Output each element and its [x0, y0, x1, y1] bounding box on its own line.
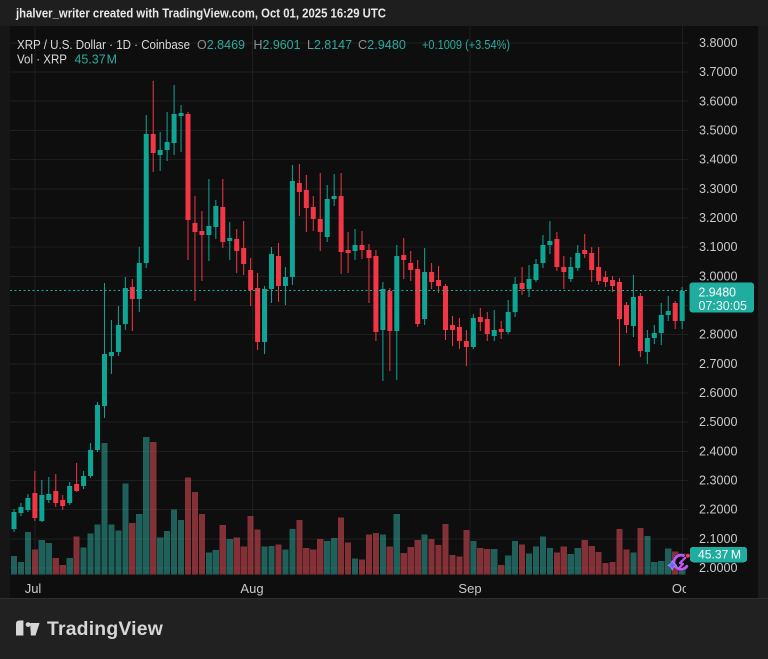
svg-text:TradingView: TradingView	[47, 619, 163, 640]
svg-text:O2.8469: O2.8469	[197, 37, 245, 52]
svg-text:3.1000: 3.1000	[699, 239, 738, 254]
svg-text:3.6000: 3.6000	[699, 93, 738, 108]
svg-text:45.37 M: 45.37 M	[698, 548, 741, 562]
svg-text:3.8000: 3.8000	[699, 35, 738, 50]
svg-text:2.7000: 2.7000	[699, 356, 738, 371]
svg-text:3.3000: 3.3000	[699, 181, 738, 196]
svg-text:3.5000: 3.5000	[699, 123, 738, 138]
svg-text:3.7000: 3.7000	[699, 64, 738, 79]
svg-text:2.1000: 2.1000	[699, 531, 738, 546]
svg-text:07:30:05: 07:30:05	[699, 299, 748, 313]
svg-text:2.6000: 2.6000	[699, 385, 738, 400]
svg-text:Jul: Jul	[25, 581, 42, 596]
svg-text:C2.9480: C2.9480	[358, 37, 406, 52]
svg-text:3.0000: 3.0000	[699, 268, 738, 283]
svg-text:Sep: Sep	[458, 581, 481, 596]
svg-text:Aug: Aug	[240, 581, 263, 596]
svg-text:XRP / U.S. Dollar · 1D · Coinb: XRP / U.S. Dollar · 1D · Coinbase	[17, 37, 190, 52]
svg-text:+0.1009 (+3.54%): +0.1009 (+3.54%)	[422, 37, 510, 52]
svg-text:3.2000: 3.2000	[699, 210, 738, 225]
svg-text:Vol · XRP: Vol · XRP	[17, 52, 67, 67]
svg-text:2.5000: 2.5000	[699, 414, 738, 429]
svg-text:2.4000: 2.4000	[699, 443, 738, 458]
svg-text:2.2000: 2.2000	[699, 502, 738, 517]
svg-text:L2.8147: L2.8147	[307, 37, 352, 52]
svg-text:Oct: Oct	[672, 581, 693, 596]
svg-text:2.0000: 2.0000	[699, 560, 738, 575]
svg-text:45.37 M: 45.37 M	[75, 52, 118, 67]
svg-text:H2.9601: H2.9601	[254, 37, 301, 52]
svg-text:3.4000: 3.4000	[699, 152, 738, 167]
svg-text:2.8000: 2.8000	[699, 327, 738, 342]
svg-text:2.9480: 2.9480	[699, 285, 737, 299]
svg-text:2.3000: 2.3000	[699, 473, 738, 488]
svg-text:jhalver_writer created with Tr: jhalver_writer created with TradingView.…	[15, 7, 386, 21]
